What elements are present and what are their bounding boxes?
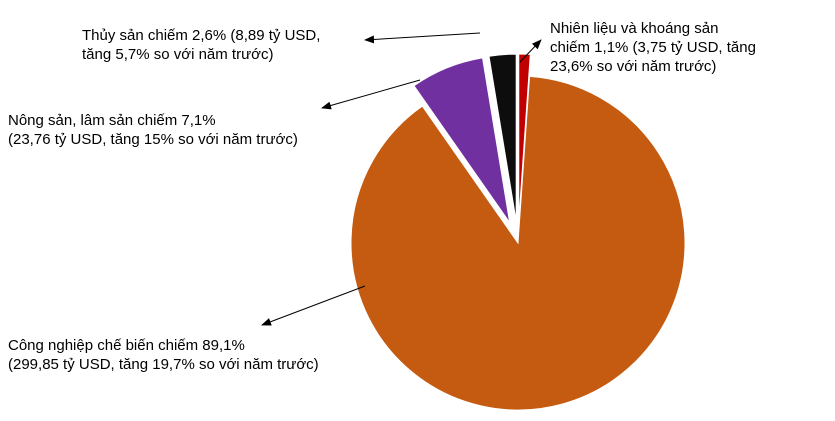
pie-slice-aquatic bbox=[488, 53, 517, 222]
leader-line-agro-forestry bbox=[321, 79, 421, 110]
slice-label-fuel-minerals: Nhiên liệu và khoáng sản chiếm 1,1% (3,7… bbox=[550, 19, 756, 76]
slice-label-aquatic-line-1: Thủy sản chiếm 2,6% (8,89 tỷ USD, bbox=[82, 27, 321, 44]
slice-label-aquatic: Thủy sản chiếm 2,6% (8,89 tỷ USD, tăng 5… bbox=[82, 26, 320, 64]
leader-line-processed-industry bbox=[261, 285, 366, 326]
slice-label-processed-industry: Công nghiệp chế biến chiếm 89,1% (299,85… bbox=[8, 336, 319, 374]
pie-slice-processed-industry bbox=[350, 75, 686, 411]
slice-label-fuel-minerals-line-3: 23,6% so với năm trước) bbox=[550, 58, 717, 75]
leader-line-fuel-minerals bbox=[519, 39, 542, 63]
slice-label-fuel-minerals-line-2: chiếm 1,1% (3,75 tỷ USD, tăng bbox=[550, 39, 756, 56]
slice-label-agro-forestry-line-2: (23,76 tỷ USD, tăng 15% so với năm trước… bbox=[8, 131, 298, 148]
slice-label-agro-forestry: Nông sản, lâm sản chiếm 7,1% (23,76 tỷ U… bbox=[8, 111, 298, 149]
slice-label-processed-industry-line-2: (299,85 tỷ USD, tăng 19,7% so với năm tr… bbox=[8, 356, 319, 373]
slice-label-agro-forestry-line-1: Nông sản, lâm sản chiếm 7,1% bbox=[8, 112, 216, 129]
slice-label-processed-industry-line-1: Công nghiệp chế biến chiếm 89,1% bbox=[8, 337, 245, 354]
pie-slice-agro-forestry bbox=[413, 57, 511, 223]
pie-slice-fuel-minerals bbox=[518, 53, 531, 222]
slice-label-fuel-minerals-line-1: Nhiên liệu và khoáng sản bbox=[550, 20, 719, 37]
leader-lines bbox=[261, 32, 542, 326]
pie-slices bbox=[350, 53, 686, 411]
slice-label-aquatic-line-2: tăng 5,7% so với năm trước) bbox=[82, 46, 274, 63]
leader-line-aquatic bbox=[364, 32, 481, 44]
